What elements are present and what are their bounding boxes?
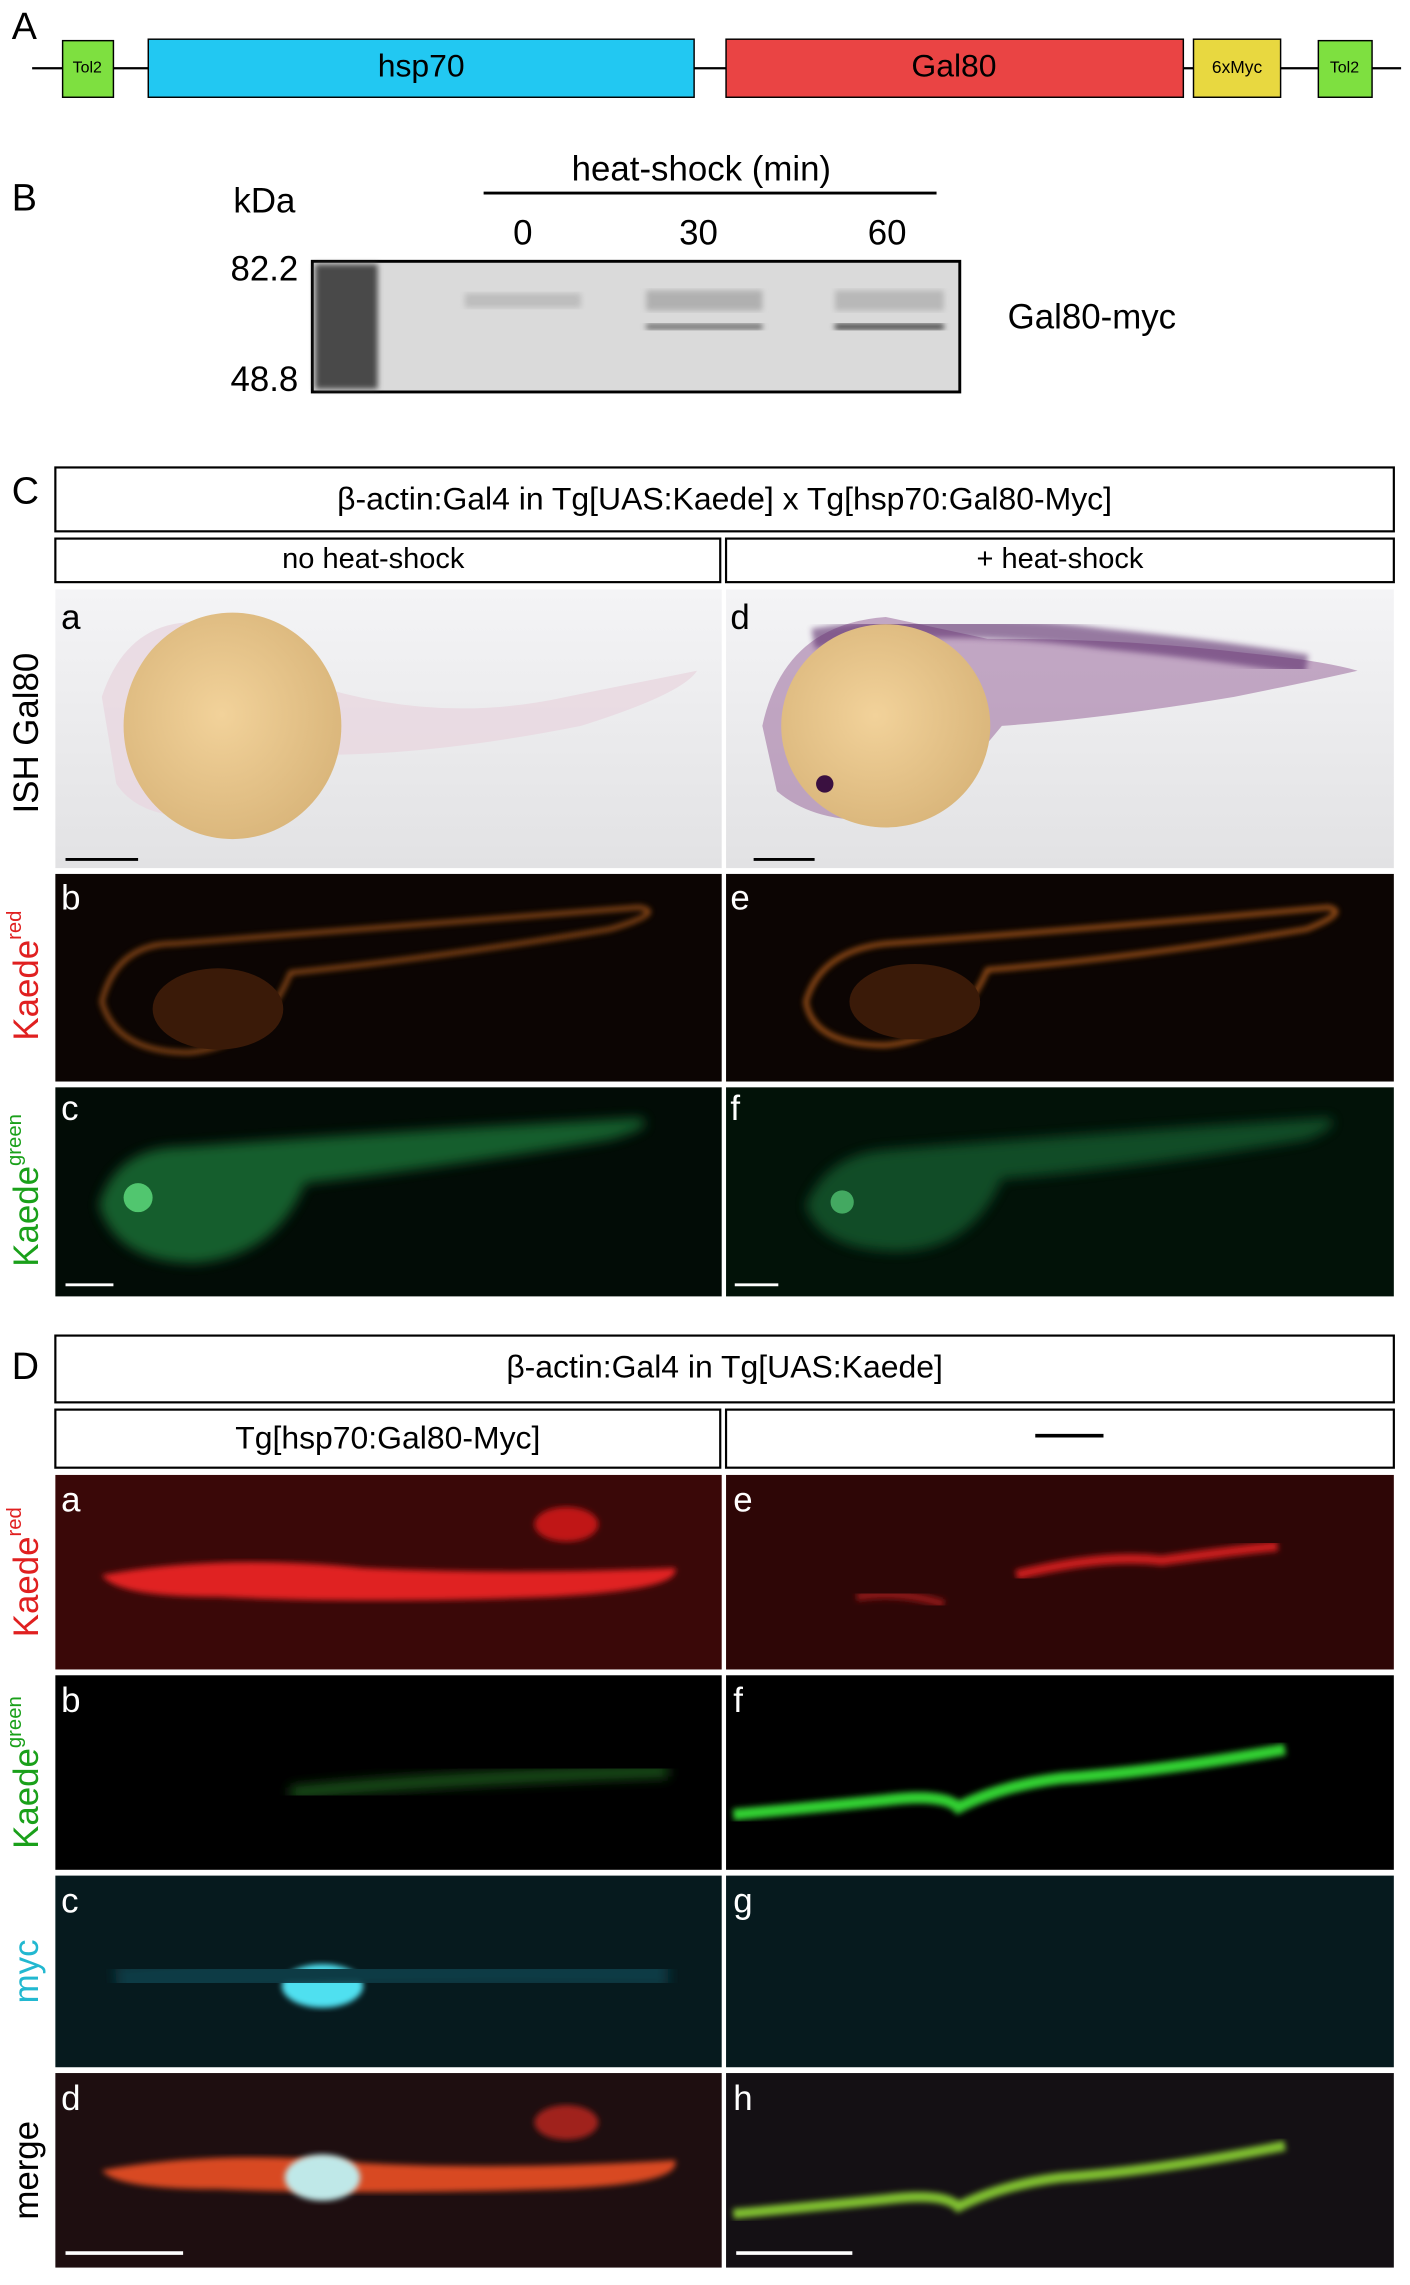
- element-label: Tol2: [73, 59, 102, 76]
- header-box: [54, 466, 1395, 533]
- panel-letter: C: [12, 470, 39, 512]
- lane-label: 0: [513, 213, 532, 252]
- image-letter: c: [61, 1881, 78, 1920]
- panel-header: β-actin:Gal4 in Tg[UAS:Kaede]: [506, 1348, 943, 1384]
- row-label-base: Kaede: [7, 1537, 46, 1638]
- band-label: Gal80-myc: [1008, 298, 1176, 337]
- column-box: [54, 537, 722, 584]
- row-label-sup: green: [5, 1696, 27, 1748]
- image-letter: b: [61, 1681, 80, 1720]
- element-label: Gal80: [911, 48, 996, 84]
- header-box: [54, 1334, 1395, 1404]
- element-label: Tol2: [1330, 59, 1359, 76]
- row-label-base: Kaede: [7, 940, 46, 1041]
- row-label-base: myc: [7, 1940, 46, 2004]
- element-box: [1317, 39, 1373, 98]
- element-box: [61, 39, 115, 98]
- western-blot: [310, 259, 962, 394]
- image-letter: e: [730, 878, 749, 917]
- image-letter: f: [733, 1681, 743, 1720]
- panel-letter: A: [12, 5, 38, 47]
- row-label-sup: green: [5, 1114, 27, 1166]
- ish-images: [55, 589, 1394, 869]
- image-letter: f: [730, 1089, 740, 1128]
- image-letter: h: [733, 2079, 752, 2118]
- unit-label: kDa: [233, 181, 296, 220]
- image-letter: a: [61, 1481, 81, 1520]
- marker-label: 82.2: [231, 250, 299, 289]
- image-letter: a: [61, 598, 81, 637]
- column-box: [724, 537, 1395, 584]
- kaede-green-images: [55, 1087, 1394, 1297]
- image-letter: e: [733, 1481, 752, 1520]
- image-letter: b: [61, 878, 80, 917]
- column-label: + heat-shock: [976, 543, 1143, 575]
- row-label: myc: [7, 1940, 46, 2004]
- confocal-images: [55, 1474, 1394, 2268]
- row-label-base: Kaede: [7, 1748, 46, 1849]
- row-label: ISH Gal80: [7, 653, 46, 814]
- row-label-base: merge: [7, 2121, 46, 2220]
- row-label: merge: [7, 2121, 46, 2220]
- panel-header: β-actin:Gal4 in Tg[UAS:Kaede] x Tg[hsp70…: [337, 480, 1112, 516]
- element-box: [725, 38, 1185, 98]
- column-label: Tg[hsp70:Gal80-Myc]: [235, 1420, 540, 1456]
- lane-label: 60: [868, 213, 907, 252]
- element-label: 6xMyc: [1212, 57, 1263, 77]
- element-box: [147, 38, 695, 98]
- row-label: Kaedered: [5, 1507, 47, 1637]
- row-label-sup: red: [5, 911, 27, 940]
- image-letter: d: [730, 598, 749, 637]
- row-label-base: Kaede: [7, 1166, 46, 1267]
- column-box: [724, 1408, 1395, 1469]
- marker-label: 48.8: [231, 360, 299, 399]
- image-letter: g: [733, 1881, 752, 1920]
- image-letter: c: [61, 1089, 78, 1128]
- panel-letter: B: [12, 176, 37, 218]
- element-label: hsp70: [378, 48, 465, 84]
- row-label: Kaedegreen: [5, 1696, 47, 1849]
- column-label: no heat-shock: [282, 543, 465, 575]
- lane-label: 30: [679, 213, 718, 252]
- element-box: [1192, 38, 1282, 98]
- row-label: Kaedegreen: [5, 1114, 47, 1267]
- lane-header: heat-shock (min): [572, 150, 831, 189]
- image-letter: d: [61, 2079, 80, 2118]
- panel-letter: D: [12, 1345, 39, 1387]
- row-label-base: ISH Gal80: [7, 653, 46, 814]
- row-label: Kaedered: [5, 911, 47, 1041]
- column-box: [54, 1408, 722, 1469]
- kaede-red-images: [55, 873, 1394, 1082]
- row-label-sup: red: [5, 1507, 27, 1536]
